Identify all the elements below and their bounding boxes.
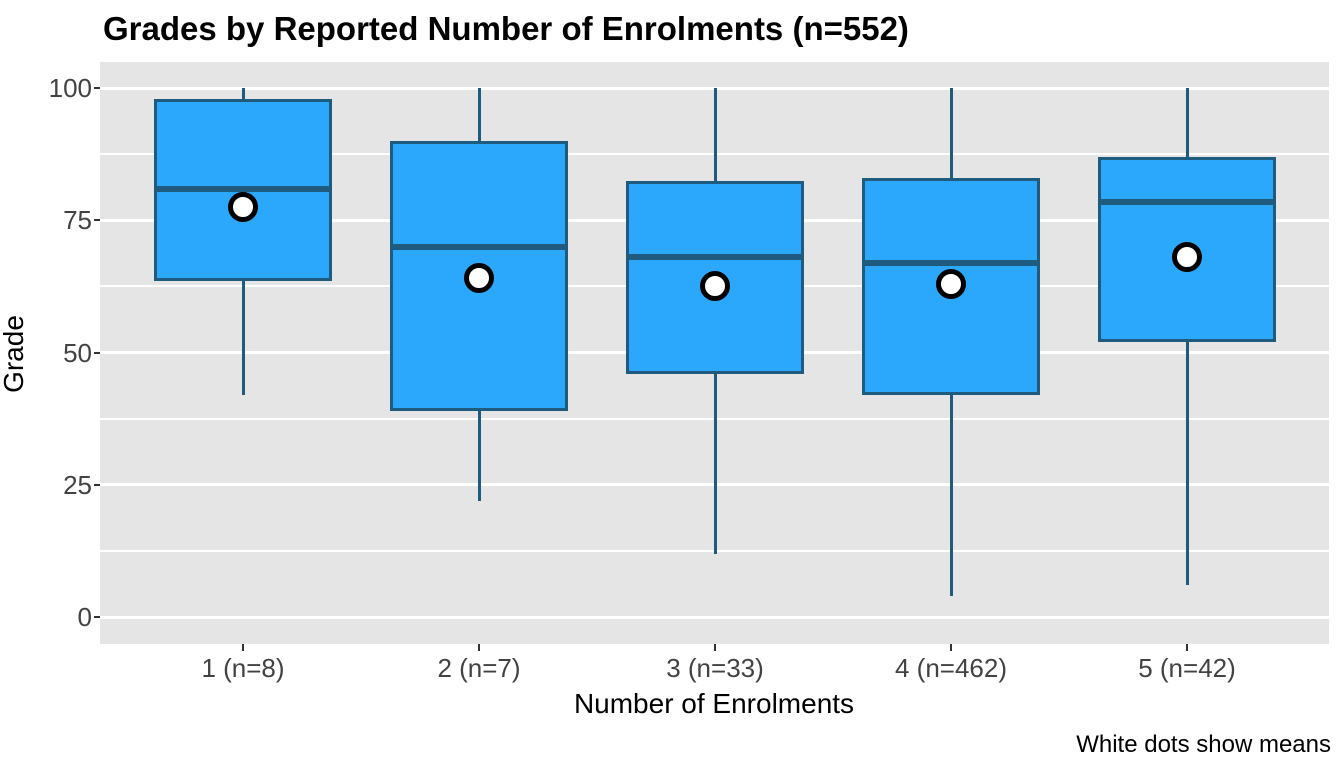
- x-tick-4: [950, 644, 952, 651]
- mean-dot-1: [228, 192, 258, 223]
- y-tick-0: [94, 616, 100, 618]
- y-tick-25: [94, 483, 100, 486]
- y-tick-100: [94, 87, 100, 89]
- plot-panel: [100, 62, 1329, 644]
- mean-dot-5: [1172, 242, 1202, 273]
- mean-dot-4: [936, 268, 966, 299]
- x-tick-label-4: 4 (n=462): [894, 653, 1008, 683]
- chart-title: Grades by Reported Number of Enrolments …: [103, 10, 909, 47]
- y-tick-50: [94, 351, 100, 354]
- median-line-3: [626, 254, 804, 261]
- gridline-major-0: [100, 615, 1329, 619]
- y-tick-label-100: 100: [48, 73, 92, 103]
- y-tick-label-50: 50: [63, 337, 92, 368]
- x-tick-2: [478, 644, 480, 651]
- x-tick-5: [1186, 644, 1188, 651]
- x-tick-3: [714, 644, 716, 651]
- x-tick-1: [242, 644, 244, 651]
- means-caption: White dots show means: [1076, 731, 1331, 758]
- y-tick-label-75: 75: [63, 205, 92, 236]
- y-tick-label-25: 25: [63, 469, 92, 500]
- mean-dot-3: [700, 271, 730, 302]
- x-tick-label-3: 3 (n=33): [666, 653, 764, 683]
- median-line-5: [1098, 198, 1276, 205]
- median-line-2: [390, 243, 568, 250]
- y-tick-75: [94, 219, 100, 222]
- median-line-1: [154, 185, 332, 192]
- x-tick-label-1: 1 (n=8): [201, 653, 285, 683]
- box-5: [1098, 156, 1276, 342]
- mean-dot-2: [464, 263, 494, 294]
- x-tick-label-5: 5 (n=42): [1138, 653, 1236, 683]
- x-tick-label-2: 2 (n=7): [437, 653, 521, 683]
- y-tick-label-0: 0: [77, 602, 92, 632]
- y-axis-title: Grade: [0, 315, 29, 393]
- x-axis-title: Number of Enrolments: [573, 688, 855, 719]
- median-line-4: [862, 259, 1040, 266]
